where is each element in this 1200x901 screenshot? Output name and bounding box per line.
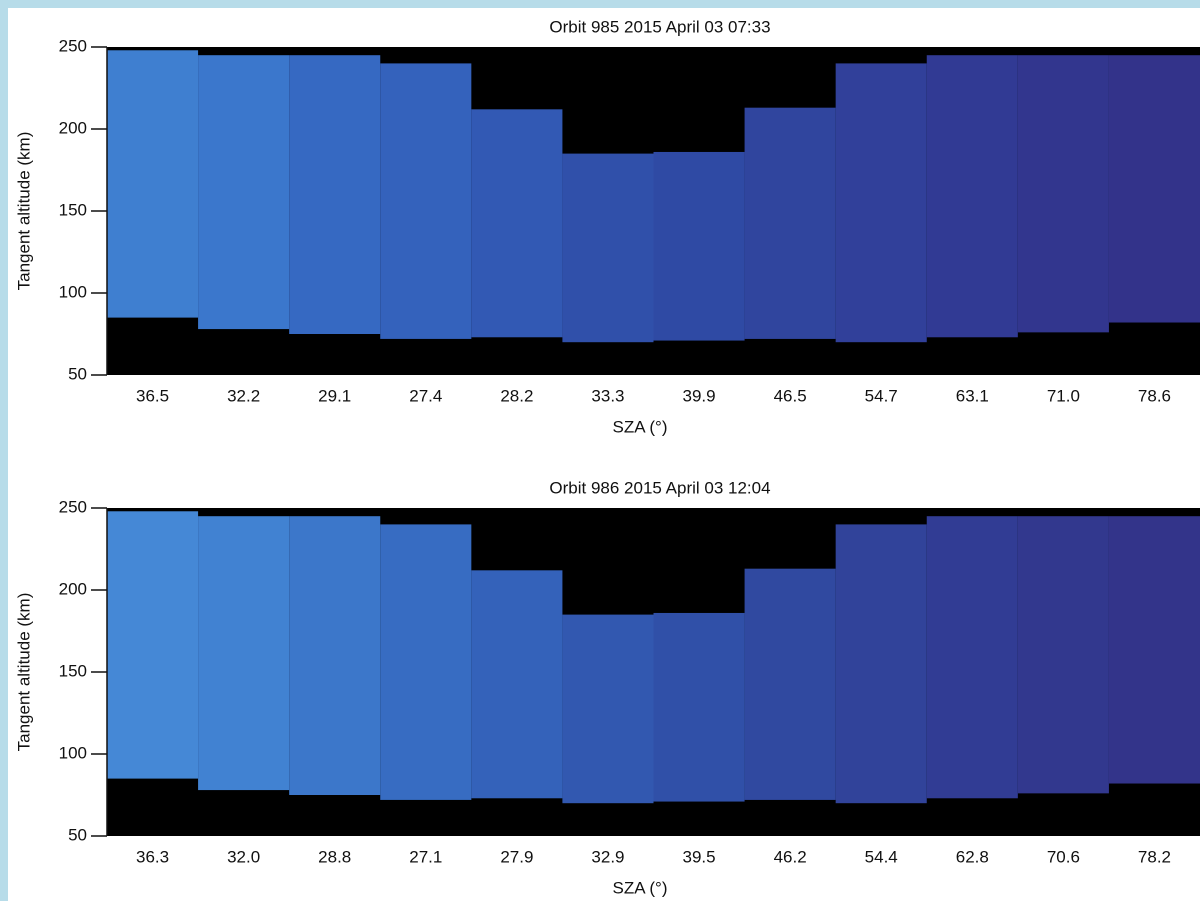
x-tick-label: 27.9: [500, 847, 533, 866]
x-tick-label: 78.6: [1138, 386, 1171, 405]
x-tick-label: 28.2: [500, 386, 533, 405]
swath: [471, 570, 563, 799]
x-tick-label: 70.6: [1047, 847, 1080, 866]
x-tick-label: 28.8: [318, 847, 351, 866]
x-tick-label: 54.4: [865, 847, 898, 866]
x-tick-label: 32.9: [591, 847, 624, 866]
y-tick-label: 150: [59, 200, 87, 219]
swath: [198, 516, 290, 791]
swath: [1108, 516, 1200, 784]
x-tick-label: 39.5: [682, 847, 715, 866]
x-tick-label: 32.2: [227, 386, 260, 405]
x-tick-label: 46.2: [774, 847, 807, 866]
swath: [107, 50, 199, 318]
chart-title: Orbit 986 2015 April 03 12:04: [549, 478, 770, 497]
y-tick-label: 200: [59, 579, 87, 598]
x-tick-label: 39.9: [682, 386, 715, 405]
y-tick-label: 50: [68, 364, 87, 383]
swath: [471, 109, 563, 338]
x-tick-label: 36.3: [136, 847, 169, 866]
y-tick-label: 100: [59, 743, 87, 762]
y-axis-label: Tangent altitude (km): [14, 132, 33, 291]
x-axis-label: SZA (°): [613, 417, 668, 436]
swath: [653, 151, 745, 341]
swath: [653, 612, 745, 802]
x-tick-label: 32.0: [227, 847, 260, 866]
y-tick-label: 150: [59, 661, 87, 680]
swath: [289, 55, 381, 334]
swath: [107, 511, 199, 779]
x-tick-label: 46.5: [774, 386, 807, 405]
swath: [926, 55, 1018, 338]
swath: [1017, 55, 1109, 333]
swath: [744, 107, 836, 339]
x-tick-label: 62.8: [956, 847, 989, 866]
swath: [835, 63, 927, 343]
swath: [744, 568, 836, 800]
y-tick-label: 50: [68, 825, 87, 844]
x-tick-label: 71.0: [1047, 386, 1080, 405]
swath: [562, 153, 654, 343]
swath: [835, 524, 927, 804]
y-tick-label: 250: [59, 497, 87, 516]
x-tick-label: 78.2: [1138, 847, 1171, 866]
swath: [926, 516, 1018, 799]
x-tick-label: 27.1: [409, 847, 442, 866]
y-axis-label: Tangent altitude (km): [14, 593, 33, 752]
y-tick-label: 100: [59, 282, 87, 301]
y-tick-label: 200: [59, 118, 87, 137]
chart-title: Orbit 985 2015 April 03 07:33: [549, 17, 770, 36]
x-tick-label: 36.5: [136, 386, 169, 405]
swath: [380, 63, 472, 339]
swath: [1017, 516, 1109, 794]
swath: [380, 524, 472, 800]
swath: [198, 55, 290, 330]
x-tick-label: 27.4: [409, 386, 442, 405]
x-tick-label: 63.1: [956, 386, 989, 405]
x-axis-label: SZA (°): [613, 878, 668, 897]
swath: [289, 516, 381, 795]
x-tick-label: 29.1: [318, 386, 351, 405]
swath: [562, 614, 654, 804]
y-tick-label: 250: [59, 36, 87, 55]
x-tick-label: 33.3: [591, 386, 624, 405]
swath: [1108, 55, 1200, 323]
x-tick-label: 54.7: [865, 386, 898, 405]
